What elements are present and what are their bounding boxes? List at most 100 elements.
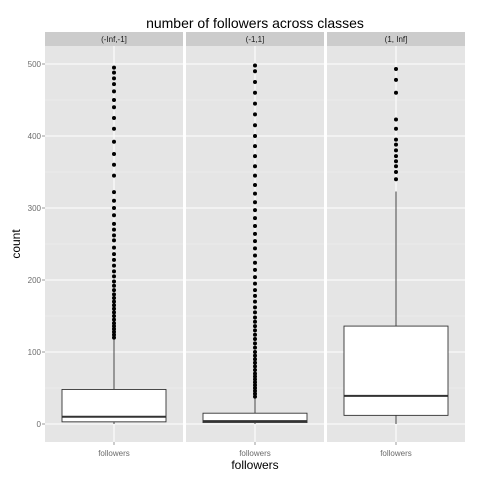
outlier-point [112,89,116,94]
outlier-point [112,198,116,203]
outlier-point [112,252,116,257]
outlier-point [112,70,116,75]
outlier-point [112,279,116,284]
outlier-point [253,364,257,369]
y-tick-label: 200 [28,276,42,285]
outlier-point [253,293,257,298]
box-iqr [202,412,308,424]
y-tick-label: 100 [28,348,42,357]
outlier-point [394,170,398,174]
outlier-point [253,350,257,354]
outlier-point [112,274,116,279]
outlier-point [112,317,116,322]
outlier-point [253,253,257,258]
outlier-point [112,314,116,318]
outlier-point [112,98,116,102]
x-tick-label: followers [98,449,130,458]
outlier-point [112,139,116,144]
outlier-point [253,267,257,272]
x-axis-title: followers [231,458,278,472]
outlier-point [394,126,398,131]
box-iqr [343,325,449,416]
outlier-point [112,245,116,250]
x-tick-label: followers [239,449,271,458]
y-tick-label: 0 [37,420,42,429]
outlier-point [112,173,116,178]
outlier-point [394,177,398,182]
outlier-point [253,374,257,379]
outlier-point [253,288,257,293]
outlier-point [394,137,398,142]
outlier-point [112,303,116,308]
outlier-point [112,329,116,334]
outlier-point [112,227,116,232]
outlier-point [112,269,116,274]
outlier-point [112,321,116,326]
outlier-point [112,190,116,195]
outlier-point [112,65,116,70]
outlier-point [112,76,116,81]
outlier-point [112,292,116,297]
y-tick-label: 300 [28,204,42,213]
outlier-point [112,257,116,262]
outlier-point [253,173,257,178]
outlier-point [112,116,116,120]
facet-panels: (-Inf,-1] followers (-1,1] followers (1, Inf… [45,32,465,458]
outlier-point [394,67,398,72]
outlier-point [253,353,257,358]
outlier-point [112,283,116,288]
outlier-point [112,105,116,110]
outlier-point [112,326,116,331]
outlier-point [253,182,257,187]
facet-strip-label: (-1,1] [246,35,265,44]
facet-strip [45,32,183,46]
outlier-point [253,216,257,221]
outlier-point [112,296,116,300]
facet-panel: (1, Inf] followers [327,32,465,458]
outlier-point [112,299,116,304]
outlier-point [253,324,257,329]
outlier-point [253,315,257,320]
outlier-point [253,154,257,159]
outlier-point [112,238,116,243]
facet-strip-label: (-Inf,-1] [101,35,127,44]
outlier-point [112,324,116,329]
outlier-point [253,357,257,362]
outlier-point [394,164,398,169]
outlier-point [253,123,257,128]
facet-strip-label: (1, Inf] [385,35,408,44]
outlier-point [253,380,257,385]
outlier-point [112,332,116,337]
outlier-point [112,82,116,87]
chart-title: number of followers across classes [146,15,364,31]
outlier-point [253,332,257,337]
outlier-point [394,90,398,95]
outlier-point [253,191,257,196]
outlier-point [253,134,257,138]
outlier-point [112,306,116,311]
outlier-point [253,299,257,304]
outlier-point [253,388,257,393]
outlier-point [394,142,398,147]
facet-strip [186,32,324,46]
outlier-point [253,345,257,350]
outlier-point [112,152,116,156]
facet-strip [327,32,465,46]
outlier-point [253,144,257,149]
outlier-point [112,213,116,218]
outlier-point [253,391,257,396]
y-axis-title: count [9,229,23,259]
outlier-point [112,310,116,315]
outlier-point [253,224,257,228]
outlier-point [112,288,116,293]
outlier-point [112,263,116,268]
outlier-point [394,117,398,122]
outlier-point [253,368,257,372]
outlier-point [253,371,257,376]
outlier-point [253,377,257,382]
outlier-point [394,148,398,153]
outlier-point [253,112,257,117]
outlier-point [253,239,257,244]
outlier-point [253,360,257,365]
